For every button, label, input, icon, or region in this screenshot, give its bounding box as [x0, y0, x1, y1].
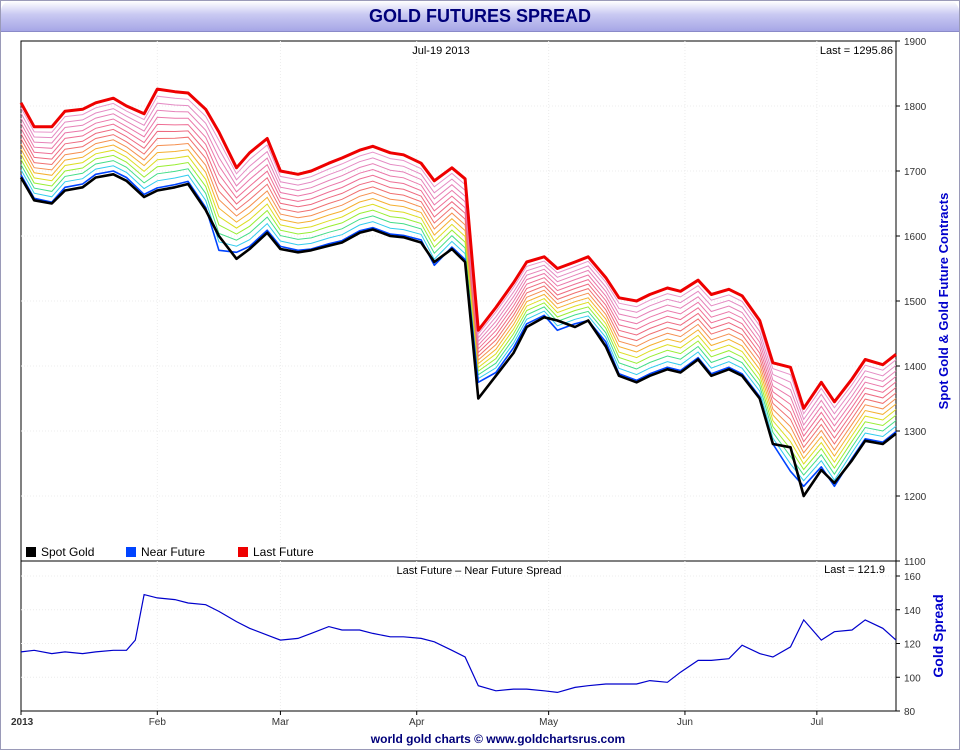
main-y-tick-label: 1100	[904, 557, 926, 568]
chart-title: GOLD FUTURES SPREAD	[368, 6, 591, 26]
main-last-value: Last = 1295.86	[820, 45, 893, 57]
futures-contract-line	[20, 102, 897, 421]
spread-y-ticks: 80 100 120 140 160	[896, 572, 921, 718]
main-series-group	[19, 87, 897, 498]
spread-plot-area	[20, 560, 897, 712]
futures-contract-line	[20, 165, 897, 482]
legend-label-near-future: Near Future	[141, 545, 205, 559]
futures-contract-line	[20, 95, 897, 415]
x-tick-label-jun: Jun	[677, 717, 693, 728]
main-date-label: Jul-19 2013	[412, 45, 470, 57]
spread-panel-title: Last Future – Near Future Spread	[396, 565, 561, 577]
futures-contract-line	[20, 134, 897, 449]
x-tick-label-jul: Jul	[810, 717, 823, 728]
futures-contract-line	[20, 144, 897, 460]
main-y-tick-label: 1600	[904, 232, 927, 243]
title-bar: GOLD FUTURES SPREAD	[1, 1, 959, 32]
futures-contract-line	[20, 128, 897, 443]
spread-y-axis-label: Gold Spread	[930, 594, 946, 677]
spread-y-tick-label: 140	[904, 606, 921, 617]
futures-contract-line	[20, 149, 897, 465]
x-tick-label-feb: Feb	[149, 717, 167, 728]
futures-band-lines	[20, 95, 897, 482]
legend-swatch-spot-gold	[26, 547, 36, 557]
main-y-axis-label: Spot Gold & Gold Future Contracts	[936, 193, 951, 410]
futures-contract-line	[20, 154, 897, 471]
spread-grid	[21, 561, 896, 711]
main-y-tick-label: 1400	[904, 362, 927, 373]
legend-swatch-near-future	[126, 547, 136, 557]
spread-y-tick-label: 80	[904, 707, 916, 718]
x-tick-label-mar: Mar	[272, 717, 290, 728]
spread-y-tick-label: 120	[904, 640, 921, 651]
futures-contract-line	[20, 123, 897, 438]
futures-contract-line	[20, 160, 897, 476]
footer-credit: world gold charts © www.goldchartsrus.co…	[370, 732, 625, 746]
spread-line	[20, 593, 897, 694]
last-future-line	[19, 87, 897, 410]
spread-y-tick-label: 160	[904, 572, 921, 583]
spot-gold-line	[19, 173, 897, 498]
main-grid	[21, 41, 896, 561]
main-y-tick-label: 1900	[904, 37, 927, 48]
main-y-tick-label: 1800	[904, 102, 927, 113]
futures-contract-line	[20, 116, 897, 432]
legend: Spot Gold Near Future Last Future	[26, 545, 314, 559]
legend-swatch-last-future	[238, 547, 248, 557]
legend-label-spot-gold: Spot Gold	[41, 545, 94, 559]
main-y-tick-label: 1700	[904, 167, 927, 178]
x-tick-label-2013: 2013	[11, 717, 34, 728]
main-y-tick-label: 1500	[904, 297, 927, 308]
futures-contract-line	[20, 109, 897, 427]
x-axis-ticks: 2013 Feb Mar Apr May Jun Jul	[11, 711, 823, 728]
main-y-tick-label: 1300	[904, 427, 927, 438]
spread-last-value: Last = 121.9	[824, 564, 885, 576]
legend-label-last-future: Last Future	[253, 545, 314, 559]
x-tick-label-apr: Apr	[409, 717, 425, 728]
spread-series-group	[20, 593, 897, 694]
futures-contract-line	[20, 139, 897, 454]
main-y-ticks: 1100 1200 1300 1400 1500 1600 1700 1800 1900	[896, 37, 927, 568]
main-y-tick-label: 1200	[904, 492, 927, 503]
x-tick-label-may: May	[539, 717, 558, 728]
spread-y-tick-label: 100	[904, 673, 921, 684]
